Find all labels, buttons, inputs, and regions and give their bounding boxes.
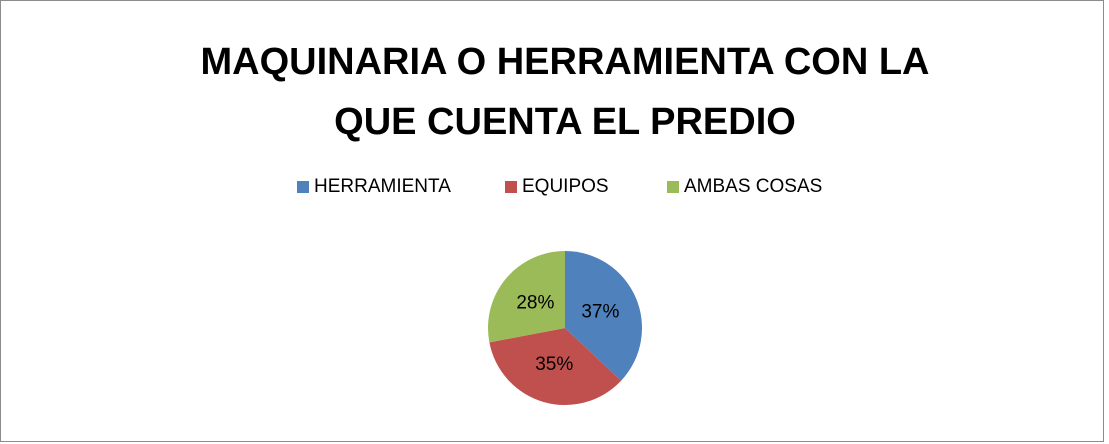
chart-title: MAQUINARIA O HERRAMIENTA CON LA QUE CUEN…	[200, 41, 930, 143]
pie-slice	[489, 328, 622, 405]
legend-label: EQUIPOS	[522, 176, 609, 197]
data-label: 28%	[516, 292, 554, 313]
pie-slice	[565, 251, 642, 381]
legend-label: HERRAMIENTA	[314, 176, 451, 197]
legend-swatch	[667, 181, 679, 193]
data-label: 37%	[581, 302, 619, 323]
legend-swatch	[505, 181, 517, 193]
data-label: 35%	[535, 354, 573, 375]
legend-swatch	[297, 181, 309, 193]
legend-label: AMBAS COSAS	[684, 176, 822, 197]
pie-slice	[488, 251, 565, 343]
